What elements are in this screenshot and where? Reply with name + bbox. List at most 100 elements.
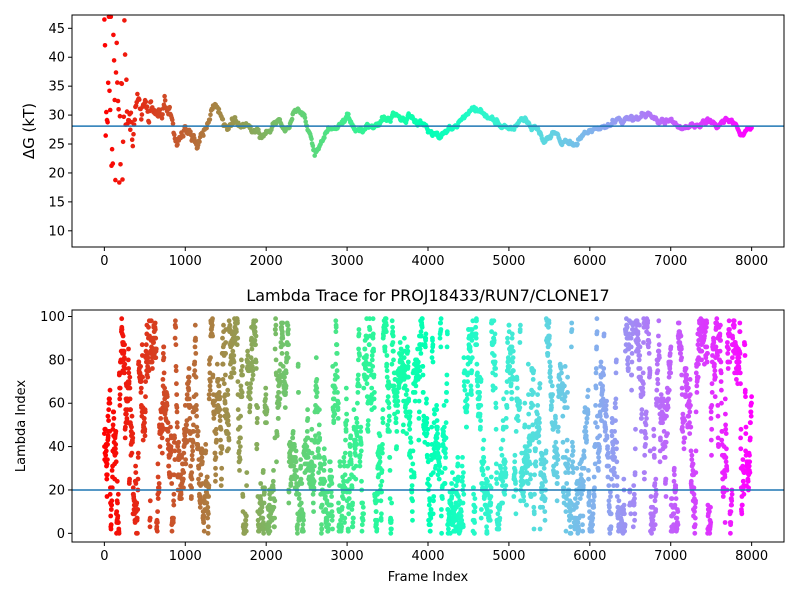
lambda-point <box>136 359 142 365</box>
lambda-point <box>178 491 184 497</box>
lambda-point <box>607 504 612 510</box>
lambda-point <box>133 463 139 469</box>
lambda-point <box>622 511 627 517</box>
lambda-point <box>304 429 310 434</box>
lambda-point <box>218 483 224 488</box>
lambda-point <box>316 446 321 452</box>
lambda-point <box>389 318 395 324</box>
lambda-point <box>155 474 161 480</box>
dg-point <box>208 112 213 118</box>
lambda-point <box>712 361 717 367</box>
lambda-point <box>719 387 724 393</box>
lambda-point <box>543 478 548 484</box>
lambda-point <box>386 405 392 410</box>
lambda-point <box>174 420 180 426</box>
lambda-point <box>305 455 311 460</box>
dg-x-tick-label: 7000 <box>654 254 687 269</box>
dg-y-tick-label: 45 <box>48 22 65 37</box>
dg-axes: 0 1000 2000 3000 4000 5000 6000 7000 8000 101520… <box>20 14 785 269</box>
lambda-point <box>122 342 127 348</box>
lambda-point <box>397 340 403 345</box>
lambda-point <box>679 346 684 352</box>
lambda-point <box>125 357 131 363</box>
lambda-point <box>601 372 606 378</box>
dg-point <box>122 18 127 23</box>
lambda-point <box>692 509 697 514</box>
dg-point <box>129 137 135 142</box>
lambda-point <box>360 500 365 506</box>
lambda-point <box>678 351 683 356</box>
lambda-point <box>409 509 415 514</box>
lambda-point <box>609 433 615 439</box>
lambda-point <box>580 528 586 534</box>
lambda-point <box>329 517 335 523</box>
lambda-point <box>283 370 289 376</box>
lambda-point <box>493 366 498 371</box>
lambda-point <box>723 426 729 432</box>
lambda-point <box>304 444 310 449</box>
lambda-point <box>365 429 371 434</box>
lambda-point <box>712 368 718 374</box>
lambda-point <box>648 494 654 499</box>
lambda-point <box>225 392 231 397</box>
lambda-point <box>585 387 591 393</box>
lambda-point <box>230 348 236 354</box>
lambda-point <box>353 463 359 469</box>
lambda-point <box>329 494 334 499</box>
lambda-point <box>256 528 262 534</box>
lambda-point <box>247 396 253 402</box>
lambda-point <box>143 379 149 384</box>
lambda-point <box>175 444 181 449</box>
lambda-point <box>423 331 429 337</box>
lambda-point <box>547 364 553 369</box>
lambda-point <box>718 379 724 384</box>
lambda-point <box>322 457 327 462</box>
lambda-point <box>653 476 659 482</box>
lambda-point <box>327 459 333 465</box>
lambda-point <box>570 448 576 454</box>
lambda-point <box>195 444 201 449</box>
lambda-point <box>176 439 182 445</box>
lambda-point <box>739 502 745 508</box>
lambda-point <box>596 468 601 473</box>
lambda-point <box>647 368 653 374</box>
lambda-point <box>694 390 700 395</box>
lambda-point <box>693 448 699 454</box>
lambda-point <box>386 418 392 423</box>
lambda-point <box>668 370 674 376</box>
lambda-point <box>473 324 479 330</box>
lambda-point <box>464 424 469 430</box>
lambda-point <box>738 381 743 387</box>
lambda-point <box>389 361 395 367</box>
lambda-point <box>468 387 474 393</box>
lambda-point <box>555 429 561 434</box>
lambda-point <box>723 411 728 417</box>
lambda-point <box>719 400 724 406</box>
dg-point <box>289 116 295 122</box>
lambda-point <box>731 322 737 328</box>
lambda-point <box>217 413 223 419</box>
lambda-point <box>260 468 266 473</box>
lambda-point <box>329 502 334 508</box>
lambda-point <box>395 403 400 408</box>
dg-point <box>312 153 318 158</box>
lambda-point <box>104 476 110 482</box>
lambda-point <box>380 416 386 421</box>
lambda-point <box>220 361 226 367</box>
lambda-point <box>130 435 136 441</box>
lambda-point <box>726 346 731 352</box>
lambda-point <box>652 455 657 460</box>
lambda-point <box>385 422 391 428</box>
lambda-point <box>549 383 555 389</box>
lambda-point <box>160 351 166 356</box>
lambda-point <box>254 442 260 447</box>
lambda-point <box>395 398 401 404</box>
lambda-point <box>357 353 362 358</box>
lambda-point <box>221 322 226 328</box>
lambda-point <box>222 400 228 406</box>
lambda-point <box>688 478 694 484</box>
lambda-point <box>347 444 353 449</box>
lambda-point <box>164 403 170 408</box>
lambda-point <box>151 340 157 345</box>
lambda-point <box>682 435 688 441</box>
